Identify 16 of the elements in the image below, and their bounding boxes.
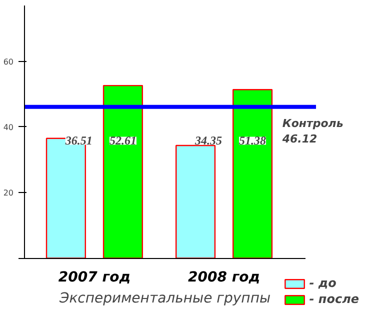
data-label: 36.51 [64,134,92,148]
data-label: 52.61 [109,134,136,148]
y-tick-label: 40 [3,122,14,132]
bar [175,144,216,259]
legend-label: - до [309,276,336,290]
ref-line-label: Контроль 46.12 [281,116,344,146]
y-tick-label: 20 [3,188,14,198]
bar [102,84,143,259]
data-label: 34.35 [194,134,222,148]
x-axis-title: Экспериментальные группы [58,290,271,306]
bar [232,89,273,259]
legend-label: - после [309,292,359,306]
y-tick-label: 60 [3,57,14,66]
x-tick-label: 2008 год [188,269,260,286]
x-tick-label: 2007 год [58,269,131,286]
data-label: 51.38 [239,134,266,148]
